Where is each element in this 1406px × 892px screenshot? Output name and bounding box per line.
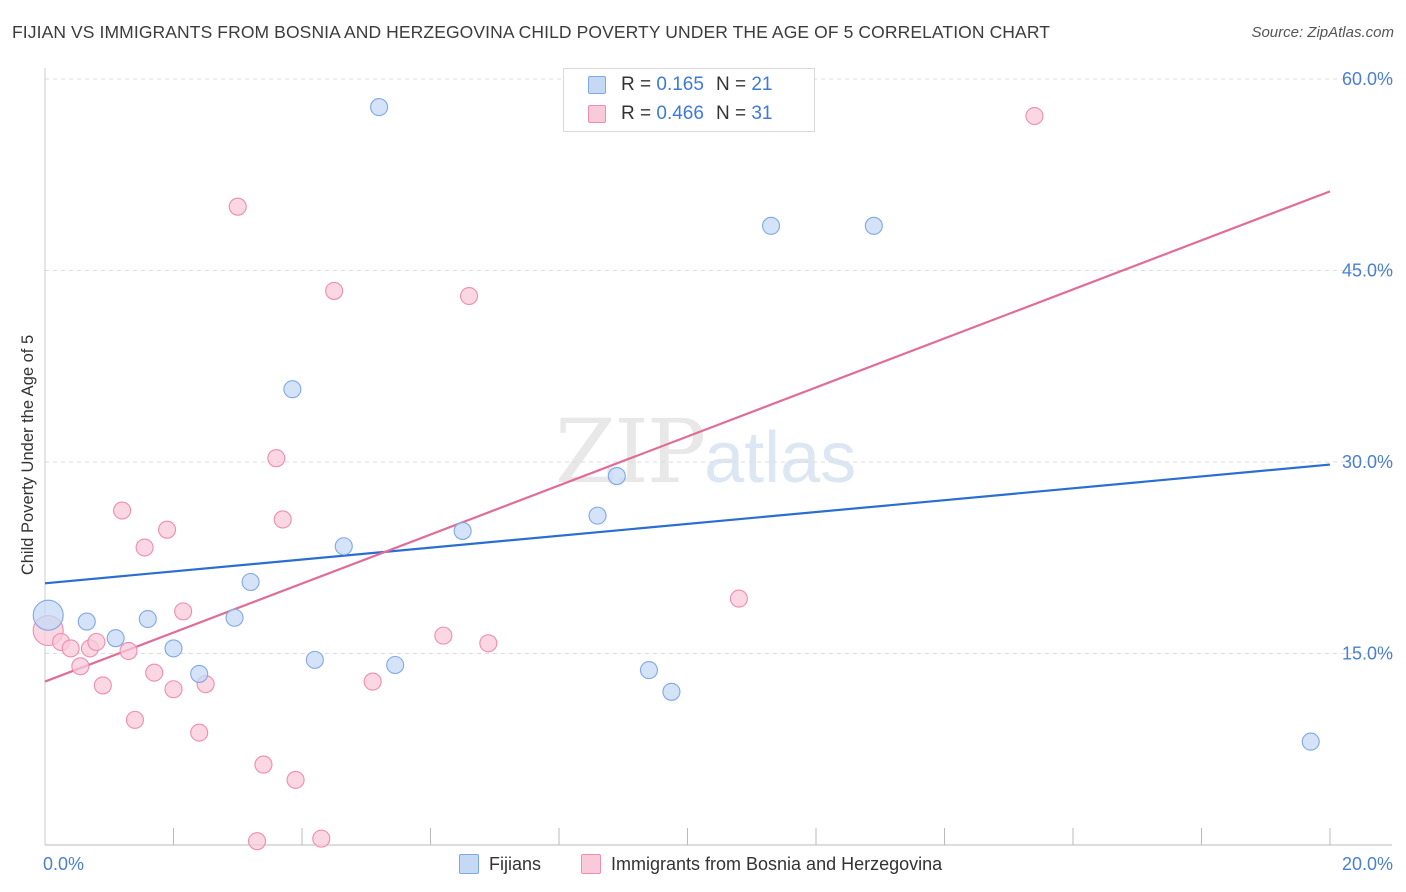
correlation-legend: R = 0.165 N = 21 R = 0.466 N = 31 — [563, 68, 815, 132]
data-point-fijians — [639, 661, 659, 680]
data-point-fijians — [138, 609, 157, 629]
data-point-immigrants — [113, 501, 132, 520]
y-tick-label: 45.0% — [1342, 261, 1393, 281]
data-point-fijians — [283, 380, 302, 399]
data-point-fijians — [305, 650, 324, 669]
data-point-immigrants — [434, 626, 453, 645]
x-tick-label: 0.0% — [43, 854, 84, 874]
source-label: Source: ZipAtlas.com — [1251, 24, 1394, 41]
legend-n-label: N = — [715, 74, 747, 95]
chart-title: FIJIAN VS IMMIGRANTS FROM BOSNIA AND HER… — [12, 22, 1051, 42]
data-point-fijians — [334, 537, 353, 556]
data-point-fijians — [607, 466, 626, 486]
legend-r-value: 0.466 — [656, 103, 704, 124]
series-name-immigrants: Immigrants from Bosnia and Herzegovina — [611, 853, 943, 874]
legend-row-fijians: R = 0.165 N = 21 — [588, 73, 772, 97]
axes — [44, 68, 1392, 846]
data-point-fijians — [77, 612, 96, 631]
data-point-immigrants — [254, 755, 273, 774]
data-point-immigrants — [93, 676, 112, 695]
data-point-immigrants — [729, 589, 748, 608]
data-point-immigrants — [135, 538, 154, 557]
legend-row-immigrants: R = 0.466 N = 31 — [588, 102, 772, 126]
data-point-immigrants — [158, 520, 177, 539]
data-point-fijians — [453, 521, 472, 540]
series-legend-immigrants: Immigrants from Bosnia and Herzegovina — [581, 851, 942, 877]
data-point-immigrants — [459, 286, 479, 306]
data-point-immigrants — [325, 281, 344, 300]
legend-r-label: R = — [621, 103, 652, 124]
series-name-fijians: Fijians — [489, 853, 542, 874]
data-point-immigrants — [228, 197, 247, 216]
data-point-immigrants — [1025, 106, 1044, 126]
data-point-immigrants — [312, 829, 331, 848]
data-point-immigrants — [119, 641, 138, 660]
legend-r-value: 0.165 — [656, 74, 704, 95]
data-point-immigrants — [164, 680, 183, 699]
data-point-immigrants — [247, 832, 267, 851]
trend-lines — [44, 190, 1331, 683]
data-point-fijians — [32, 599, 64, 631]
data-point-fijians — [1301, 732, 1320, 751]
data-point-immigrants — [363, 672, 382, 691]
data-point-immigrants — [286, 770, 305, 789]
data-point-immigrants — [190, 723, 209, 742]
data-point-fijians — [164, 639, 183, 658]
data-point-immigrants — [273, 510, 292, 529]
grid-lines — [45, 78, 1392, 654]
legend-r-label: R = — [621, 74, 652, 95]
watermark-atlas: atlas — [704, 418, 857, 498]
legend-n-value: 21 — [751, 74, 773, 95]
data-point-immigrants — [87, 632, 106, 652]
trend-line-immigrants — [44, 190, 1331, 683]
series-legend-fijians: Fijians — [459, 851, 541, 877]
x-tick-label: 20.0% — [1342, 854, 1393, 874]
data-point-immigrants — [267, 449, 286, 468]
data-point-fijians — [761, 216, 781, 235]
y-tick-label: 15.0% — [1342, 644, 1393, 664]
watermark: ZIPatlas — [555, 400, 856, 503]
y-tick-label: 60.0% — [1342, 69, 1393, 89]
data-point-immigrants — [479, 634, 498, 653]
series-swatch-pink — [581, 854, 601, 874]
legend-n-label: N = — [715, 103, 747, 124]
tick-labels: 15.0% 30.0% 45.0% 60.0% 0.0% 20.0% Child Pover… — [19, 69, 1393, 874]
data-point-immigrants — [61, 639, 80, 658]
data-point-fijians — [588, 506, 607, 525]
data-point-fijians — [864, 216, 883, 235]
trend-line-fijians — [44, 463, 1331, 585]
y-tick-label: 30.0% — [1342, 452, 1393, 472]
data-point-immigrants — [145, 663, 164, 682]
data-point-fijians — [386, 655, 405, 675]
watermark-zip: ZIP — [555, 400, 706, 503]
data-point-fijians — [106, 629, 125, 648]
data-point-fijians — [225, 608, 244, 627]
legend-swatch-blue — [588, 76, 606, 94]
data-point-immigrants — [71, 657, 90, 676]
data-points — [32, 98, 1320, 851]
y-axis-title: Child Poverty Under the Age of 5 — [19, 335, 37, 575]
legend-n-value: 31 — [751, 103, 773, 124]
data-point-fijians — [662, 682, 681, 701]
legend-swatch-pink — [588, 105, 606, 123]
data-point-fijians — [370, 98, 389, 117]
data-point-fijians — [241, 572, 260, 592]
data-point-fijians — [190, 664, 209, 683]
data-point-immigrants — [174, 602, 193, 621]
series-swatch-blue — [459, 854, 479, 874]
data-point-immigrants — [125, 710, 144, 729]
